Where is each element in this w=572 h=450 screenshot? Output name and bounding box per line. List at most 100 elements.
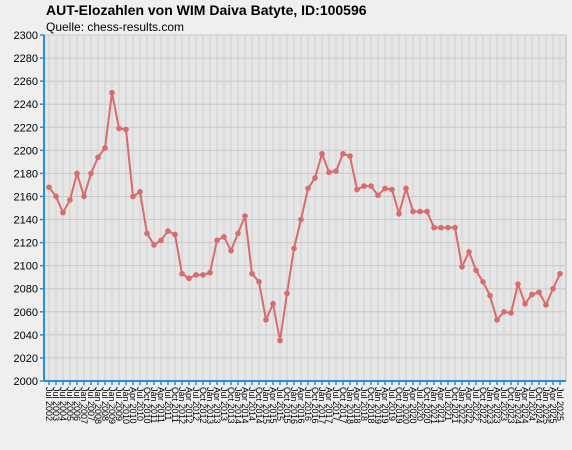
data-point: [480, 279, 486, 285]
x-tick-label: Apr 2021: [436, 387, 446, 424]
data-point: [368, 183, 374, 189]
x-tick-label: Oct 2010: [142, 387, 152, 424]
x-tick-label: Apr 2016: [296, 387, 306, 424]
y-tick-label: 2140: [14, 215, 38, 227]
x-tick-label: Jul 2025: [555, 387, 565, 421]
data-point: [487, 292, 493, 299]
x-tick-label: Apr 2019: [380, 387, 390, 424]
data-point: [473, 267, 479, 274]
x-tick-label: Apr 2013: [212, 387, 222, 424]
data-point: [508, 310, 514, 316]
data-point: [326, 169, 332, 176]
x-tick-label: Jan 2023: [485, 387, 495, 424]
y-tick-label: 2060: [14, 307, 38, 319]
data-point: [256, 279, 262, 285]
data-point: [466, 249, 472, 255]
data-point: [389, 186, 395, 193]
x-tick-label: Apr 2020: [408, 387, 418, 424]
x-tick-label: Apr 2025: [548, 387, 558, 424]
x-tick-label: Apr 2011: [156, 387, 166, 423]
data-point: [375, 192, 381, 199]
x-tick-label: Oct 2013: [226, 387, 236, 424]
x-tick-label: Jul 2014: [247, 387, 257, 421]
data-point: [137, 189, 143, 195]
x-tick-label: Jan 2021: [429, 387, 439, 424]
y-tick-label: 2240: [14, 99, 38, 111]
data-point: [361, 183, 367, 189]
y-tick-label: 2200: [14, 145, 38, 157]
x-tick-label: Jul 2015: [275, 387, 285, 421]
x-tick-label: Apr 2018: [352, 387, 362, 424]
x-tick-label: Oct 2014: [254, 387, 264, 424]
data-point: [396, 210, 402, 217]
x-tick-label: Jul 2005: [65, 387, 75, 421]
data-point: [207, 269, 213, 276]
x-tick-label: Apr 2023: [492, 387, 502, 424]
data-point: [116, 125, 122, 132]
x-tick-label: Jul 2012: [191, 387, 201, 421]
x-tick-label: Jan 2015: [261, 387, 271, 424]
x-tick-label: Apr 2017: [324, 387, 334, 424]
data-point: [522, 300, 528, 307]
x-tick-label: Jul 2013: [219, 387, 229, 421]
x-tick-label: Jul 2008: [100, 387, 110, 421]
y-tick-label: 2100: [14, 261, 38, 273]
data-point: [158, 237, 164, 244]
data-point: [417, 208, 423, 215]
x-tick-label: Jan 2012: [177, 387, 187, 424]
data-point: [319, 150, 325, 157]
data-point: [53, 193, 59, 200]
y-tick-label: 2260: [14, 76, 38, 88]
data-point: [186, 275, 192, 282]
x-tick-label: Apr 2015: [268, 387, 278, 424]
y-tick-label: 2180: [14, 168, 38, 180]
data-point: [515, 281, 521, 287]
data-point: [354, 186, 360, 193]
data-point: [270, 300, 276, 307]
data-point: [123, 126, 129, 133]
x-tick-label: Jan 2007: [79, 387, 89, 424]
data-point: [228, 247, 234, 254]
x-tick-label: Jul 2003: [51, 387, 61, 421]
x-tick-label: Jan 2017: [317, 387, 327, 424]
x-tick-label: Jan 2025: [541, 387, 551, 424]
x-tick-label: Jul 2019: [387, 387, 397, 421]
x-tick-label: Jan 2024: [513, 387, 523, 424]
x-tick-label: Jan 2016: [289, 387, 299, 424]
x-tick-label: Jan 2022: [457, 387, 467, 424]
x-tick-label: Oct 2022: [478, 387, 488, 424]
data-point: [109, 89, 115, 96]
data-point: [543, 302, 549, 308]
data-point: [81, 193, 87, 200]
y-tick-label: 2280: [14, 53, 38, 65]
data-point: [102, 145, 108, 151]
x-tick-label: Oct 2011: [170, 387, 180, 423]
x-tick-label: Oct 2018: [366, 387, 376, 424]
x-tick-label: Jul 2009: [114, 387, 124, 421]
x-tick-label: Oct 2023: [506, 387, 516, 424]
x-tick-label: Oct 2019: [394, 387, 404, 424]
x-tick-label: Jan 2011: [149, 387, 159, 423]
data-point: [536, 289, 542, 295]
x-tick-label: Oct 2024: [534, 387, 544, 424]
data-point: [130, 193, 136, 200]
x-tick-label: Jul 2007: [86, 387, 96, 421]
x-tick-label: Jul 2022: [471, 387, 481, 421]
x-tick-label: Apr 2012: [184, 387, 194, 424]
data-point: [67, 197, 73, 203]
data-point: [249, 270, 255, 277]
data-point: [277, 337, 283, 344]
data-point: [424, 208, 430, 215]
data-point: [494, 317, 500, 323]
data-point: [193, 272, 199, 278]
x-tick-label: Jul 2006: [72, 387, 82, 421]
x-tick-label: Jan 2020: [401, 387, 411, 424]
x-tick-label: Jan 2008: [93, 387, 103, 424]
data-point: [557, 270, 563, 277]
data-point: [305, 185, 311, 192]
data-point: [74, 170, 80, 177]
data-point: [284, 290, 290, 297]
y-tick-label: 2120: [14, 238, 38, 250]
y-tick-label: 2220: [14, 122, 38, 134]
